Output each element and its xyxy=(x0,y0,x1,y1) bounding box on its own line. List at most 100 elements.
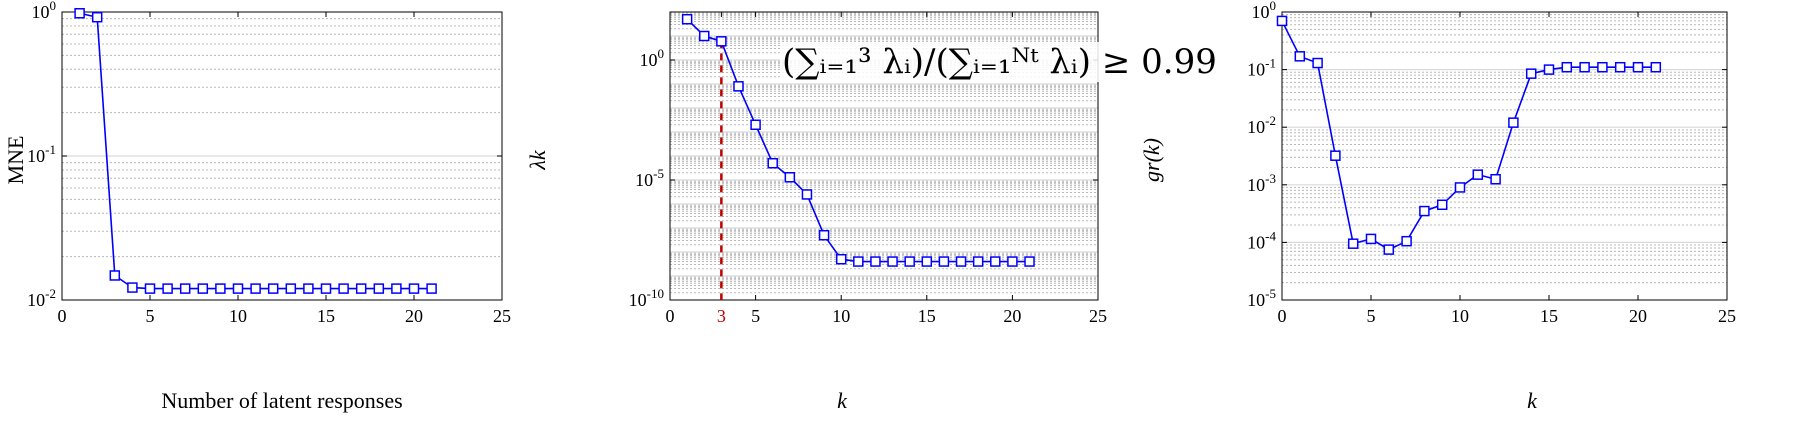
data-point-marker xyxy=(1436,199,1448,211)
chart-panel-gr: 0 5 10 15 20 25 10-5 10-4 10-3 10-2 10-1 100 k gr(k… xyxy=(1139,0,1810,424)
data-point-marker xyxy=(1365,233,1377,245)
x-tick-label: 10 xyxy=(832,306,850,326)
data-point-marker xyxy=(1632,61,1644,73)
x-tick-label: 10 xyxy=(229,306,247,326)
data-point-marker xyxy=(162,283,173,294)
plot-area xyxy=(1282,12,1727,300)
data-point-marker xyxy=(818,229,830,241)
data-point-marker xyxy=(285,283,297,294)
x-tick-label: 3 xyxy=(717,306,726,326)
data-point-marker xyxy=(1007,256,1018,267)
y-tick-label: 10-10 xyxy=(629,286,664,310)
data-point-marker xyxy=(1472,169,1484,180)
y-axis-label: λk xyxy=(525,150,550,170)
data-point-marker xyxy=(1312,57,1323,69)
data-point-marker xyxy=(750,119,761,131)
data-point-marker xyxy=(1579,61,1590,73)
data-point-marker xyxy=(1276,15,1288,27)
data-point-marker xyxy=(1330,150,1341,161)
data-point-marker xyxy=(1024,256,1035,267)
x-tick-label: 5 xyxy=(146,306,155,326)
data-point-marker xyxy=(320,283,332,294)
data-point-marker xyxy=(921,256,933,267)
data-point-marker xyxy=(1401,235,1412,247)
y-tick-label: 10-5 xyxy=(1247,286,1276,310)
y-tick-label: 100 xyxy=(640,46,665,70)
mne-plot: 0 5 10 15 20 25 10-2 10-1 100 xyxy=(27,0,511,326)
data-point-marker xyxy=(955,256,967,267)
data-point-marker xyxy=(91,11,103,23)
gr-plot: 0 5 10 15 20 25 10-5 10-4 10-3 10-2 10-1 100 xyxy=(1247,0,1736,326)
data-point-marker xyxy=(1597,61,1608,73)
data-point-marker xyxy=(972,256,984,267)
x-tick-label: 25 xyxy=(1089,306,1107,326)
data-point-marker xyxy=(250,283,261,294)
x-axis-label: k xyxy=(1527,388,1537,413)
data-point-marker xyxy=(938,256,950,267)
data-point-marker xyxy=(426,283,437,294)
data-point-marker xyxy=(1454,182,1466,193)
data-point-marker xyxy=(338,283,349,294)
x-tick-label: 25 xyxy=(1718,306,1736,326)
data-point-marker xyxy=(853,256,864,267)
data-point-marker xyxy=(990,256,1001,267)
y-axis-label: gr(k) xyxy=(1139,138,1164,182)
y-axis-label: MNE xyxy=(3,135,28,185)
series-line xyxy=(1281,20,1656,251)
x-axis-label: Number of latent responses xyxy=(161,388,403,413)
data-point-marker xyxy=(1561,61,1573,73)
data-point-marker xyxy=(179,283,191,294)
axes-frame xyxy=(669,11,1099,301)
data-point-marker xyxy=(355,283,367,294)
data-point-marker xyxy=(74,8,85,19)
data-point-marker xyxy=(408,283,420,294)
data-point-marker xyxy=(1543,64,1555,75)
data-point-marker xyxy=(1508,117,1519,128)
data-point-marker xyxy=(1490,173,1501,185)
data-point-marker xyxy=(1347,238,1359,249)
x-tick-label: 5 xyxy=(751,306,760,326)
data-point-marker xyxy=(870,256,881,267)
x-tick-label: 25 xyxy=(493,306,511,326)
data-point-marker xyxy=(801,189,813,200)
data-point-marker xyxy=(1525,68,1537,79)
data-point-marker xyxy=(767,157,778,169)
x-tick-label: 20 xyxy=(1629,306,1647,326)
data-point-marker xyxy=(1614,61,1626,73)
y-tick-label: 10-4 xyxy=(1247,228,1276,252)
variance-ratio-annotation: (∑ᵢ₌₁³ λᵢ)/(∑ᵢ₌₁ᴺᵗ λᵢ) ≥ 0.99 xyxy=(780,42,1219,82)
data-point-marker xyxy=(127,282,138,293)
data-point-marker xyxy=(733,81,744,92)
y-tick-label: 10-1 xyxy=(1247,56,1276,80)
y-tick-label: 10-2 xyxy=(1247,113,1276,137)
data-point-marker xyxy=(109,270,121,281)
data-point-marker xyxy=(1419,205,1430,217)
data-point-marker xyxy=(232,283,244,294)
data-point-marker xyxy=(698,30,710,42)
data-point-marker xyxy=(1294,51,1306,62)
x-tick-label: 5 xyxy=(1367,306,1376,326)
x-tick-label: 0 xyxy=(1278,306,1287,326)
x-axis-label: k xyxy=(837,388,847,413)
data-point-marker xyxy=(681,13,693,25)
y-tick-label: 10-5 xyxy=(635,166,664,190)
data-point-marker xyxy=(215,283,226,294)
data-point-marker xyxy=(267,283,279,294)
data-point-marker xyxy=(303,283,314,294)
y-tick-label: 100 xyxy=(1252,0,1277,22)
data-point-marker xyxy=(784,172,796,183)
x-tick-label: 15 xyxy=(317,306,335,326)
axes-frame xyxy=(1281,11,1728,301)
y-tick-label: 10-1 xyxy=(27,142,56,166)
x-tick-label: 20 xyxy=(1003,306,1021,326)
x-tick-label: 0 xyxy=(58,306,67,326)
x-tick-label: 10 xyxy=(1451,306,1469,326)
data-point-marker xyxy=(1650,61,1662,73)
data-point-marker xyxy=(904,256,915,267)
data-point-marker xyxy=(716,36,727,47)
data-point-marker xyxy=(391,283,402,294)
data-point-marker xyxy=(197,283,209,294)
data-point-marker xyxy=(373,283,385,294)
x-tick-label: 15 xyxy=(918,306,936,326)
x-tick-label: 0 xyxy=(666,306,675,326)
